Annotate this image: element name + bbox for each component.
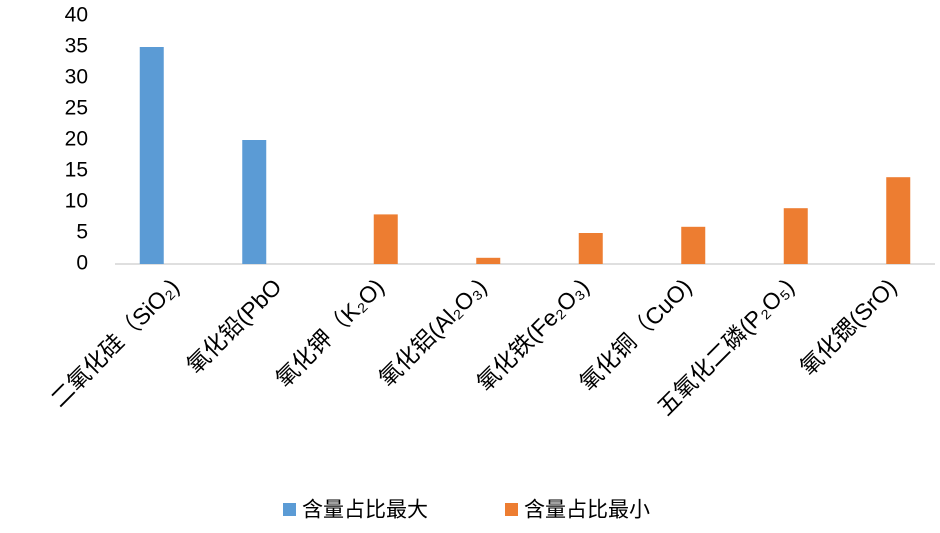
x-tick-label: 氧化锶(SrO): [795, 273, 902, 380]
x-tick-label: 氧化铝(Al₂O₃): [374, 273, 492, 391]
legend-swatch: [283, 503, 296, 516]
x-tick-label: 氧化钾（K₂O): [270, 273, 389, 392]
y-tick-label: 5: [76, 221, 88, 244]
x-tick-label: 氧化铅(PbO: [181, 273, 286, 378]
y-tick-label: 15: [65, 159, 88, 182]
legend-swatch: [505, 503, 518, 516]
bar: [578, 233, 603, 264]
bar: [783, 208, 808, 264]
bar: [681, 226, 706, 264]
bar: [373, 214, 398, 264]
y-tick-label: 10: [65, 190, 88, 213]
y-tick-label: 40: [65, 4, 88, 27]
bar: [886, 177, 911, 264]
legend-label: 含量占比最大: [302, 499, 428, 522]
bar: [476, 257, 501, 264]
y-tick-label: 25: [65, 97, 88, 120]
y-tick-label: 30: [65, 66, 88, 89]
x-tick-label: 二氧化硅（SiO₂): [46, 273, 185, 412]
legend-label: 含量占比最小: [524, 499, 650, 522]
y-tick-label: 35: [65, 35, 88, 58]
bar: [242, 140, 267, 264]
y-tick-label: 20: [65, 128, 88, 151]
bar: [139, 47, 164, 264]
y-tick-label: 0: [76, 252, 88, 275]
